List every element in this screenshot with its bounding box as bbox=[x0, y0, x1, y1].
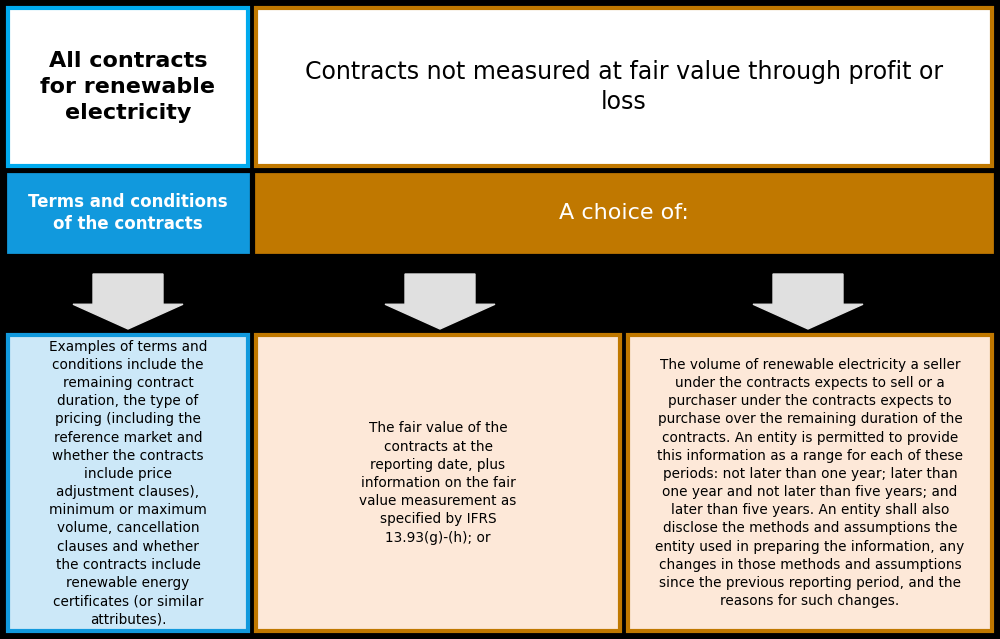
FancyBboxPatch shape bbox=[256, 174, 992, 252]
FancyBboxPatch shape bbox=[8, 8, 248, 166]
Polygon shape bbox=[385, 274, 495, 329]
FancyBboxPatch shape bbox=[628, 335, 992, 631]
FancyBboxPatch shape bbox=[8, 174, 248, 252]
Bar bbox=[0, 200, 1000, 274]
FancyBboxPatch shape bbox=[256, 8, 992, 166]
Text: The volume of renewable electricity a seller
under the contracts expects to sell: The volume of renewable electricity a se… bbox=[655, 358, 965, 608]
Text: A choice of:: A choice of: bbox=[559, 203, 689, 223]
Text: The fair value of the
contracts at the
reporting date, plus
information on the f: The fair value of the contracts at the r… bbox=[359, 422, 517, 544]
Text: Examples of terms and
conditions include the
remaining contract
duration, the ty: Examples of terms and conditions include… bbox=[49, 340, 207, 626]
FancyBboxPatch shape bbox=[8, 335, 248, 631]
FancyBboxPatch shape bbox=[256, 335, 620, 631]
Text: Contracts not measured at fair value through profit or
loss: Contracts not measured at fair value thr… bbox=[305, 59, 943, 114]
Text: Terms and conditions
of the contracts: Terms and conditions of the contracts bbox=[28, 192, 228, 233]
Polygon shape bbox=[753, 274, 863, 329]
Polygon shape bbox=[73, 274, 183, 329]
Text: All contracts
for renewable
electricity: All contracts for renewable electricity bbox=[40, 51, 216, 123]
